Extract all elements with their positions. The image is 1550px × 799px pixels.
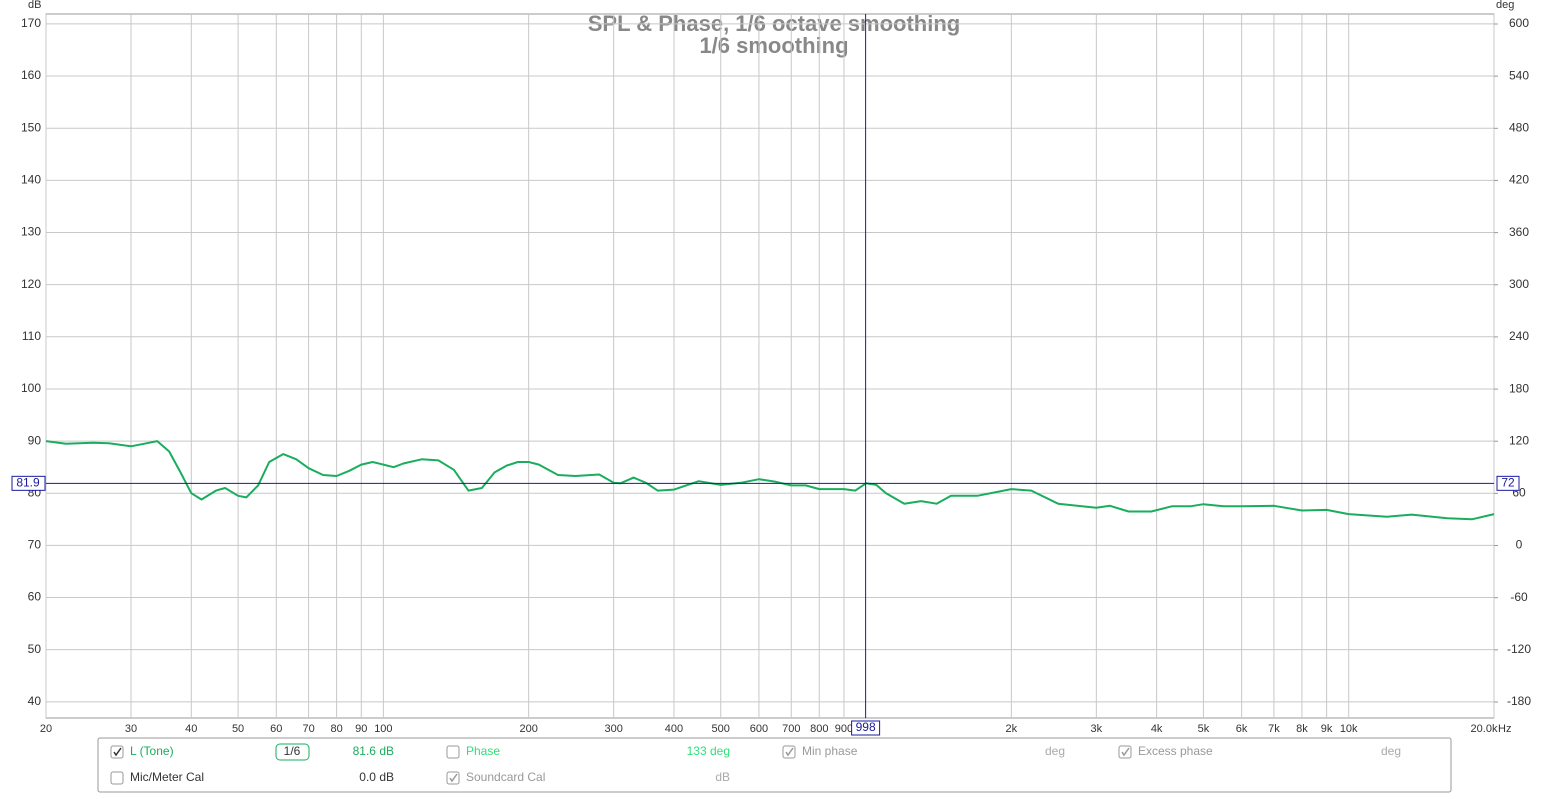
panel-text: Excess phase [1138, 744, 1213, 758]
checkmark [785, 747, 794, 757]
y-tick-label: 160 [21, 68, 41, 82]
y-tick-label: 120 [21, 277, 41, 291]
panel-text: Mic/Meter Cal [130, 770, 204, 784]
x-tick-label: 200 [519, 723, 537, 735]
legend-panel [97, 737, 1452, 793]
panel-text: dB [715, 770, 730, 784]
x-tick-label: 600 [750, 723, 768, 735]
x-tick-label: 900 [835, 723, 853, 735]
panel-text: 1/6 [284, 744, 301, 758]
x-tick-label: 100 [374, 723, 392, 735]
x-tick-label: 80 [330, 723, 342, 735]
y2-tick-label: 540 [1509, 68, 1529, 82]
cursor-y-label: 81.9 [16, 476, 40, 490]
panel-text: 133 deg [687, 744, 730, 758]
x-tick-label: 500 [712, 723, 730, 735]
x-tick-label: 4k [1151, 723, 1163, 735]
y-tick-label: 50 [28, 642, 42, 656]
chart-subtitle: 1/6 smoothing [699, 33, 848, 58]
x-tick-label: 70 [302, 723, 314, 735]
panel-text: L (Tone) [130, 744, 174, 758]
checkmark [1121, 747, 1130, 757]
cursor-y2-label: 72 [1501, 476, 1515, 490]
y2-tick-label: 420 [1509, 173, 1529, 187]
chart-title: SPL & Phase, 1/6 octave smoothing [588, 11, 961, 36]
checkbox[interactable] [446, 771, 460, 785]
plot [45, 14, 1498, 718]
y-tick-label: 170 [21, 16, 41, 30]
x-tick-label: 2k [1006, 723, 1018, 735]
checkmark [449, 773, 458, 783]
x-tick-label: 30 [125, 723, 137, 735]
y2-tick-label: 0 [1516, 538, 1523, 552]
x-tick-label: 10k [1340, 723, 1358, 735]
panel-text: deg [1045, 744, 1065, 758]
y-tick-label: 60 [28, 590, 42, 604]
y-tick-label: 150 [21, 120, 41, 134]
y-tick-label: 130 [21, 225, 41, 239]
panel-controls: L (Tone) 1/6 81.6 dB Phase 133 deg Min phase d… [110, 743, 1401, 785]
y-tick-label: 110 [22, 329, 41, 343]
y2-tick-label: 300 [1509, 277, 1529, 291]
x-tick-label: 20 [40, 723, 52, 735]
y2-tick-label: -180 [1507, 694, 1531, 708]
cursor-x-box [851, 720, 881, 736]
y-tick-label: 40 [28, 694, 42, 708]
y2-tick-label: 240 [1509, 329, 1529, 343]
x-tick-label: 60 [270, 723, 282, 735]
cursor-y-box [11, 475, 46, 491]
checkbox[interactable] [782, 745, 796, 759]
cursor-y2-box [1496, 475, 1520, 491]
x-tick-label: 20.0k [1471, 723, 1498, 735]
y-tick-label: 140 [21, 173, 41, 187]
data-line [45, 440, 1495, 521]
cursor-x-label: 998 [856, 720, 876, 734]
panel-text: deg [1381, 744, 1401, 758]
y-tick-label: 90 [28, 433, 42, 447]
x-tick-label: 6k [1236, 723, 1248, 735]
x-tick-label: 5k [1198, 723, 1210, 735]
x-tick-label: 800 [810, 723, 828, 735]
panel-text: 0.0 dB [359, 770, 394, 784]
x-tick-label: 300 [604, 723, 622, 735]
y-unit: dB [28, 0, 41, 11]
y-tick-label: 100 [21, 381, 41, 395]
panel-text: Phase [466, 744, 500, 758]
y2-tick-label: -120 [1507, 642, 1531, 656]
panel-text: Soundcard Cal [466, 770, 545, 784]
y-tick-label: 70 [28, 538, 42, 552]
checkbox[interactable] [1118, 745, 1132, 759]
plot-area [45, 13, 1495, 719]
x-tick-label: 50 [232, 723, 244, 735]
y2-tick-label: 180 [1509, 381, 1529, 395]
x-tick-label: 7k [1268, 723, 1280, 735]
y2-tick-label: 120 [1509, 433, 1529, 447]
x-tick-label: 90 [355, 723, 367, 735]
checkbox[interactable] [110, 771, 124, 785]
y2-tick-label: 600 [1509, 16, 1529, 30]
panel-text: Min phase [802, 744, 858, 758]
x-tick-label: 3k [1091, 723, 1103, 735]
x-tick-label: 400 [665, 723, 683, 735]
x-unit: Hz [1498, 723, 1511, 735]
checkbox[interactable] [110, 745, 124, 759]
x-tick-label: 700 [782, 723, 800, 735]
x-tick-label: 9k [1321, 723, 1333, 735]
y2-tick-label: 360 [1509, 225, 1529, 239]
smoothing-button[interactable] [275, 743, 310, 761]
y2-unit: deg [1496, 0, 1514, 11]
checkmark [113, 747, 122, 757]
x-tick-label: 8k [1296, 723, 1308, 735]
y2-tick-label: 480 [1509, 120, 1529, 134]
panel-text: 81.6 dB [353, 744, 394, 758]
checkbox[interactable] [446, 745, 460, 759]
y2-tick-label: -60 [1510, 590, 1528, 604]
x-tick-label: 40 [185, 723, 197, 735]
